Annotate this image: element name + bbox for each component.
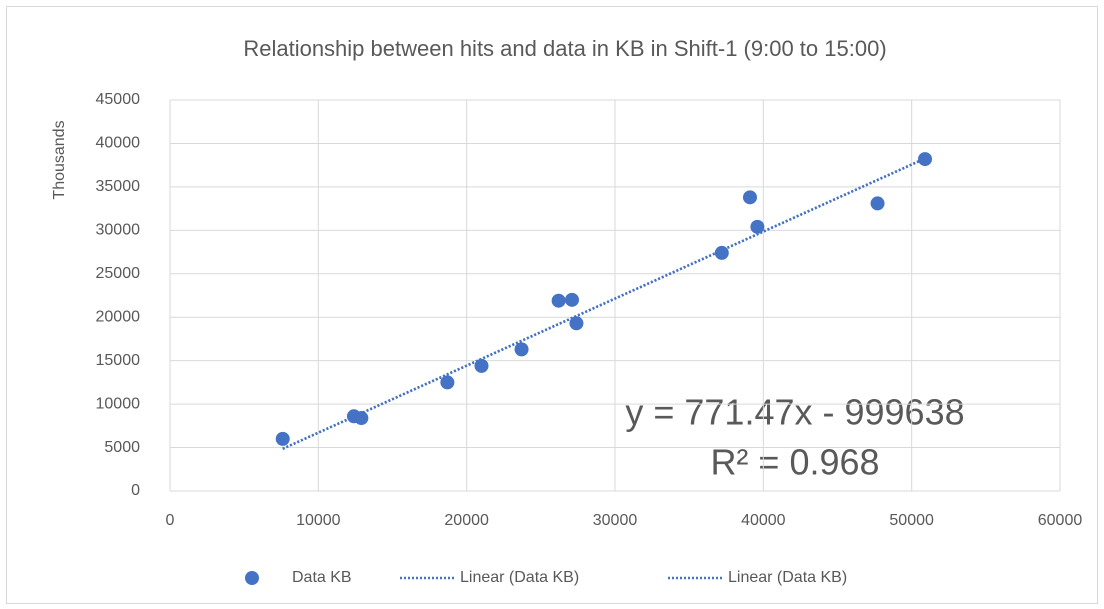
x-tick-label: 0 — [166, 512, 175, 529]
x-tick-label: 30000 — [593, 512, 638, 529]
data-point — [742, 190, 757, 205]
y-tick-label: 0 — [131, 482, 140, 499]
x-tick-label: 10000 — [296, 512, 341, 529]
y-tick-label: 25000 — [96, 265, 141, 282]
x-tick-label: 60000 — [1038, 512, 1083, 529]
y-tick-label: 15000 — [96, 352, 141, 369]
data-point — [870, 196, 885, 211]
legend-label: Linear (Data KB) — [728, 569, 847, 586]
x-tick-label: 40000 — [741, 512, 786, 529]
y-tick-label: 5000 — [104, 439, 140, 456]
data-point — [474, 358, 489, 373]
y-axis-label: Thousands — [51, 120, 68, 199]
data-point — [354, 411, 369, 426]
y-tick-label: 20000 — [96, 308, 141, 325]
chart-border — [6, 6, 1098, 604]
legend-label: Data KB — [292, 569, 352, 586]
y-tick-label: 10000 — [96, 395, 141, 412]
legend-swatch — [245, 571, 259, 585]
data-point — [564, 292, 579, 307]
trendline-r2: R² = 0.968 — [710, 442, 879, 483]
legend-label: Linear (Data KB) — [460, 569, 579, 586]
data-point — [750, 219, 765, 234]
data-point — [275, 431, 290, 446]
data-point — [569, 316, 584, 331]
chart-title: Relationship between hits and data in KB… — [243, 36, 886, 61]
data-point — [514, 342, 529, 357]
y-tick-label: 35000 — [96, 178, 141, 195]
data-point — [551, 293, 566, 308]
y-tick-label: 30000 — [96, 222, 141, 239]
x-tick-label: 20000 — [444, 512, 489, 529]
trendline-equation: y = 771.47x - 999638 — [625, 392, 964, 433]
data-point — [440, 375, 455, 390]
y-tick-label: 40000 — [96, 135, 141, 152]
y-tick-label: 45000 — [96, 91, 141, 108]
x-tick-label: 50000 — [889, 512, 934, 529]
